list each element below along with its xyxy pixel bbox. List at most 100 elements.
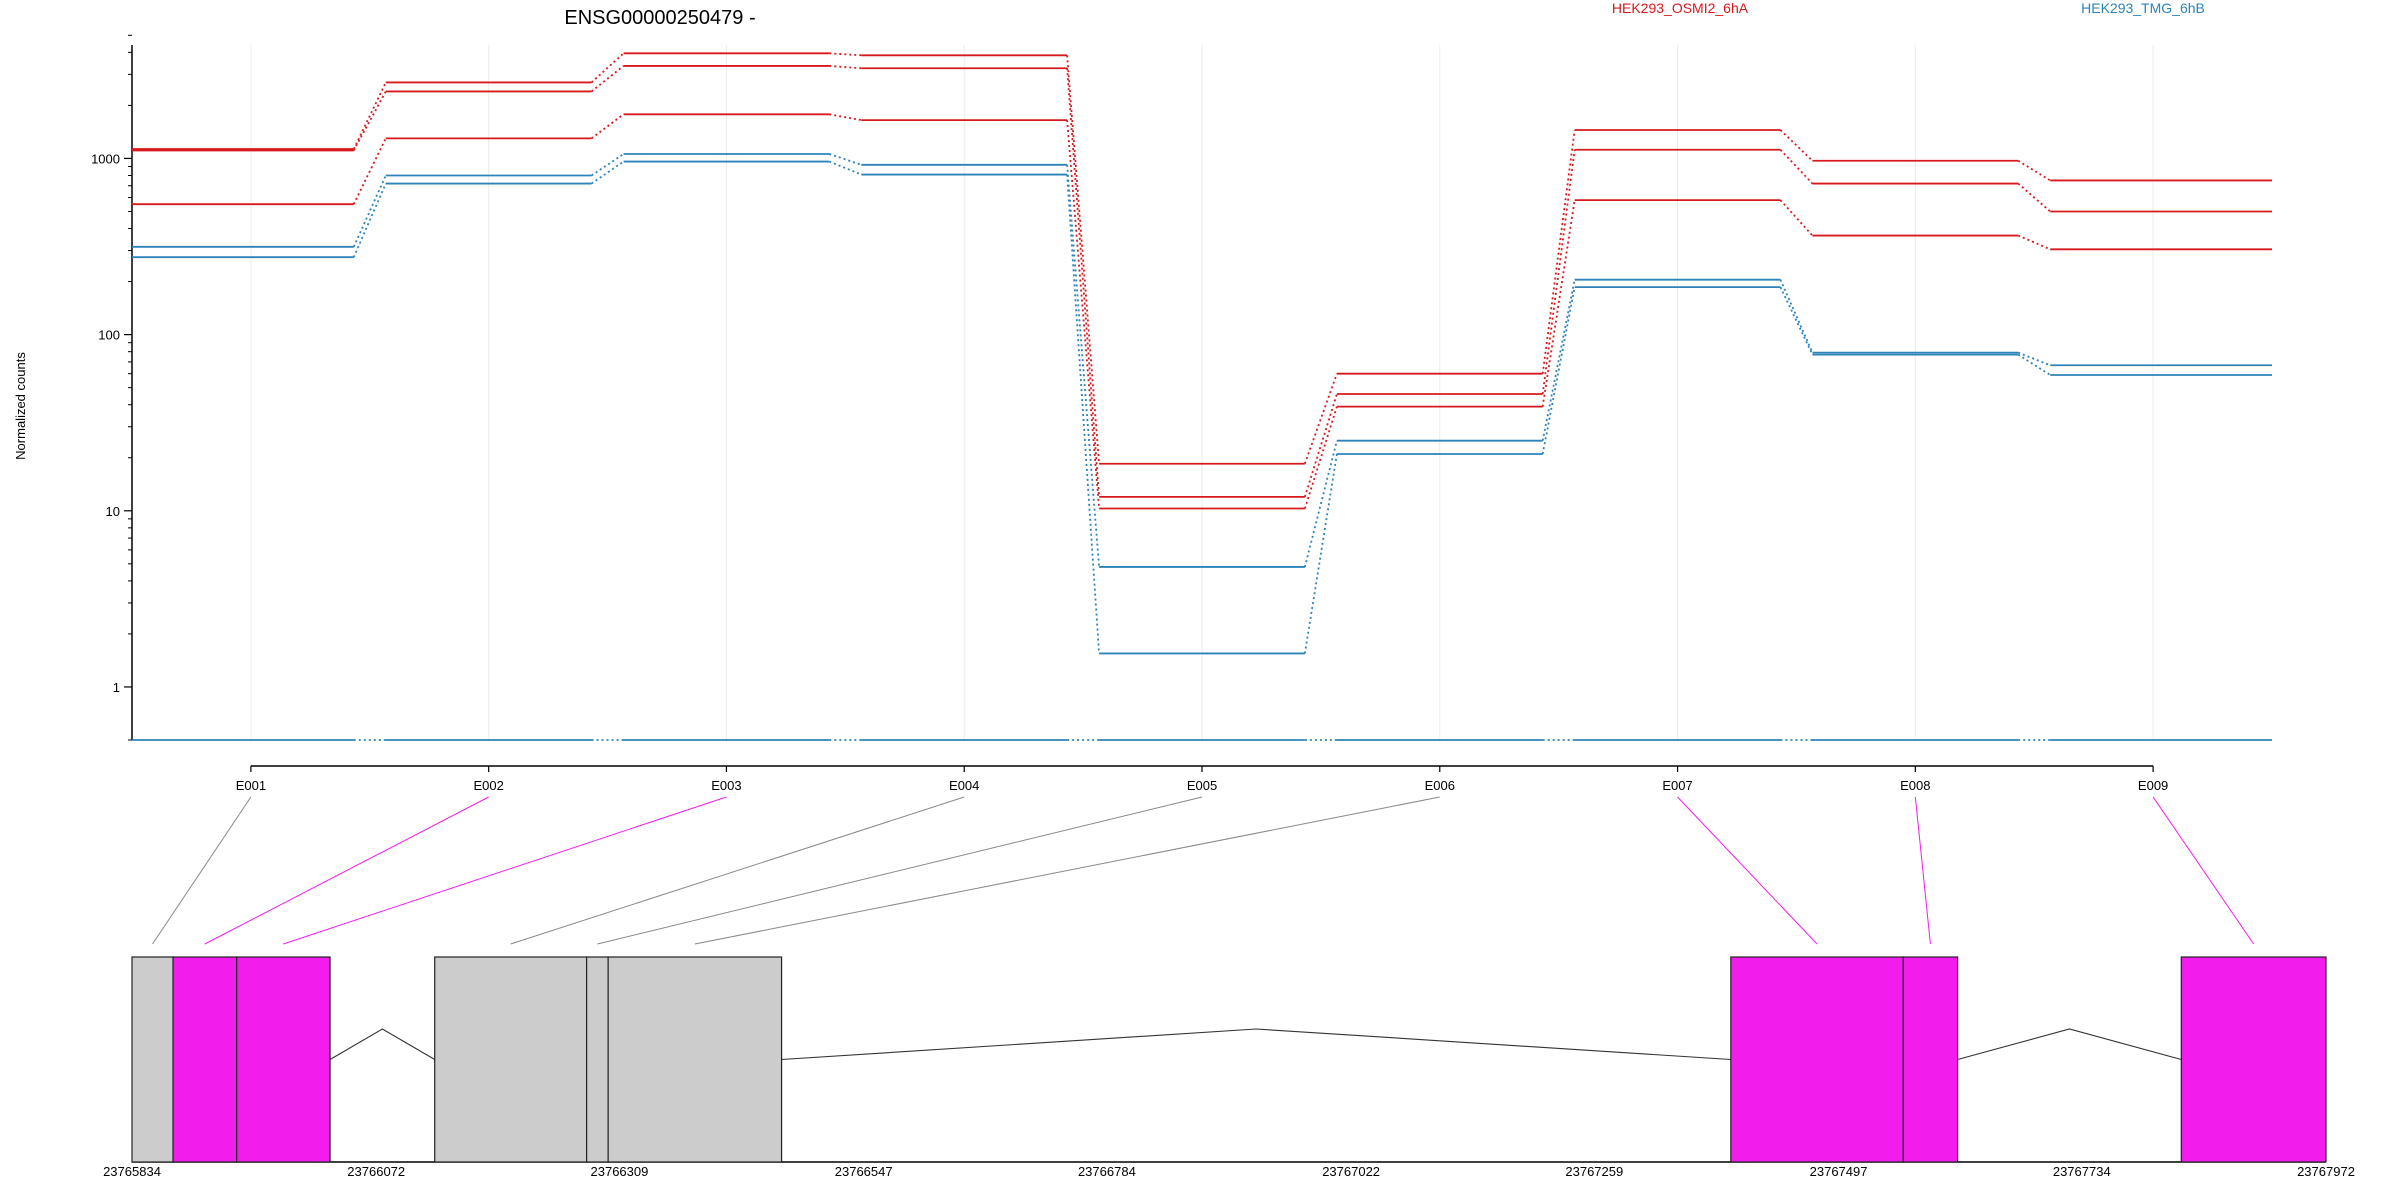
series-connector [829,65,862,70]
series-connector [1779,286,1814,355]
intron-line [1957,1028,2182,1061]
series-connector [352,183,387,258]
intron-line [329,1028,436,1060]
coordinate-label: 23766072 [347,1164,405,1179]
series-connector [1304,393,1338,498]
connector-e005 [597,796,1203,945]
series-connector [829,153,862,166]
series-connector [1779,199,1814,237]
x-tick-label-e008: E008 [1900,778,1930,793]
coordinate-label: 23767259 [1565,1164,1623,1179]
series-hek293_osmi2_6ha-0 [132,52,2272,465]
chart-title: ENSG00000250479 - [564,7,755,29]
y-tick-label: 1 [113,680,120,695]
series-connector [590,65,625,93]
series-connector [1304,440,1338,568]
series-connector [2017,351,2051,367]
series-hek293_tmg_6hb-4 [132,160,2272,655]
series-connector [352,82,387,150]
x-ticks: E001 E002 E003 E004 E005 E006 E007 E008 E009 [236,766,2168,793]
coordinate-label: 23765834 [103,1164,161,1179]
exon-box-e003 [236,956,331,1163]
series-connector [1541,286,1576,455]
x-tick-label-e004: E004 [949,778,979,793]
series-connector [1066,174,1101,654]
series-connector [1779,279,1814,354]
series-connector [1541,149,1576,395]
exon-connectors [152,796,2255,945]
x-tick-label-e001: E001 [236,778,266,793]
exon-box-e005 [586,956,609,1163]
intron-lines [329,1028,2182,1061]
series-connector [1066,68,1101,497]
x-tick-label-e006: E006 [1425,778,1455,793]
x-tick-label-e007: E007 [1662,778,1692,793]
exon-boxes [131,956,2327,1163]
series-connector [591,153,625,177]
series-connector [591,160,625,185]
genomic-coordinates: 23765834 23766072 23766309 23766547 23766784… [103,1164,2355,1179]
x-tick-label-e009: E009 [2138,778,2168,793]
x-tick-label-e003: E003 [711,778,741,793]
legend-entry-tmg: HEK293_TMG_6hB [2081,0,2205,16]
series-connector [1779,149,1814,185]
exon-box-e002 [172,956,238,1163]
series-connector [828,160,862,176]
series-connector [352,91,387,151]
connector-e002 [204,796,489,945]
exon-box-e001 [131,956,174,1163]
series-connector [1541,129,1576,374]
legend-entry-osmi2: HEK293_OSMI2_6hA [1612,0,1749,16]
coordinate-label: 23767497 [1810,1164,1868,1179]
series-connector [1304,406,1338,509]
series-connector [1066,164,1101,568]
intron-line [781,1028,1731,1061]
coordinate-label: 23767022 [1322,1164,1380,1179]
series-connector [1066,55,1101,464]
coordinate-label: 23767972 [2297,1164,2355,1179]
y-ticks: 1 10 100 1000 [91,34,132,741]
x-tick-label-e002: E002 [473,778,503,793]
exon-box-e004 [434,956,588,1163]
coordinate-label: 23767734 [2053,1164,2111,1179]
series-connector [352,137,387,205]
coordinate-label: 23766309 [591,1164,649,1179]
series-connector [1779,129,1814,162]
y-tick-label: 10 [106,504,120,519]
y-axis-label: Normalized counts [13,352,28,460]
exon-box-e006 [607,956,783,1163]
series-connector [829,52,862,57]
series-connector [1304,453,1338,654]
series-hek293_osmi2_6ha-1 [132,65,2272,498]
x-tick-label-e005: E005 [1187,778,1217,793]
connector-e009 [2152,796,2255,945]
coordinate-label: 23766784 [1078,1164,1136,1179]
gridlines [250,45,2154,740]
connector-e001 [152,796,252,945]
exon-box-e007 [1730,956,1904,1163]
series-lines [132,52,2272,741]
y-tick-label: 1000 [91,151,120,166]
series-connector [2017,159,2051,182]
connector-e003 [283,796,727,945]
series-hek293_osmi2_6ha-2 [132,113,2272,510]
connector-e008 [1914,796,1931,945]
series-connector [591,113,625,140]
series-connector [829,113,862,122]
connector-e006 [694,796,1440,945]
series-connector [1066,120,1101,509]
series-connector [2017,353,2051,376]
connector-e004 [510,796,965,945]
exon-box-e008 [1902,956,1959,1163]
series-connector [352,175,387,248]
series-connector [1304,373,1338,465]
connector-e007 [1677,796,1818,945]
y-tick-label: 100 [98,328,120,343]
series-connector [1541,279,1576,441]
series-hek293_tmg_6hb-3 [132,153,2272,568]
series-connector [2017,234,2051,251]
coordinate-label: 23766547 [835,1164,893,1179]
series-connector [1541,199,1576,407]
series-connector [590,52,625,84]
